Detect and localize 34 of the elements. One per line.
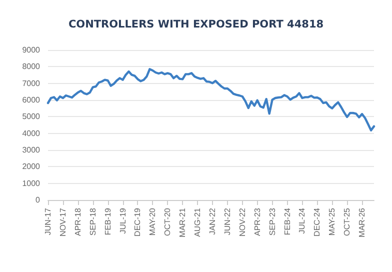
x-tick-label: JUN-17 [44,207,52,236]
x-tick-label: JUN-22 [222,207,232,236]
x-tick-label: SEP-23 [268,207,277,236]
x-tick-label: MAR-21 [178,207,188,238]
x-tick-label: DEC-24 [312,207,322,236]
y-tick-label: 4000 [22,128,41,138]
x-tick-label: SEP-18 [88,207,98,236]
x-tick-label: JUL-24 [298,207,307,234]
x-tick-label: MAY-25 [328,207,337,236]
x-tick-label: JAN-22 [208,207,217,235]
x-tick-label: APR-23 [252,207,262,236]
x-tick-label: FEB-19 [103,207,112,236]
x-tick-label: MAY-20 [148,207,158,236]
y-tick-label: 8000 [22,62,41,72]
y-tick-label: 1000 [22,178,41,188]
y-tick-label: 7000 [22,78,41,88]
y-tick-label: 5000 [22,112,41,122]
x-tick-label: NOV-22 [238,207,247,236]
x-tick-label: DEC-19 [133,207,142,236]
y-tick-label: 6000 [22,96,41,104]
y-tick-label: 2000 [22,162,41,172]
y-tick-label: 3000 [22,146,41,154]
line-series [46,68,376,132]
x-tick-label: OCT-20 [163,207,172,236]
x-tick-label: OCT-25 [342,207,352,236]
x-tick-label: MAR-26 [358,207,367,238]
x-tick-label: AUG-21 [193,207,202,237]
x-tick-label: JUL-19 [118,207,128,234]
chart-title: CONTROLLERS WITH EXPOSED PORT 44818 [68,18,324,30]
x-tick-label: NOV-17 [58,207,68,236]
y-tick-label: 0 [36,196,41,204]
y-tick-label: 9000 [22,46,41,54]
x-tick-label: FEB-24 [282,207,292,236]
x-tick-label: APR-18 [73,207,82,236]
